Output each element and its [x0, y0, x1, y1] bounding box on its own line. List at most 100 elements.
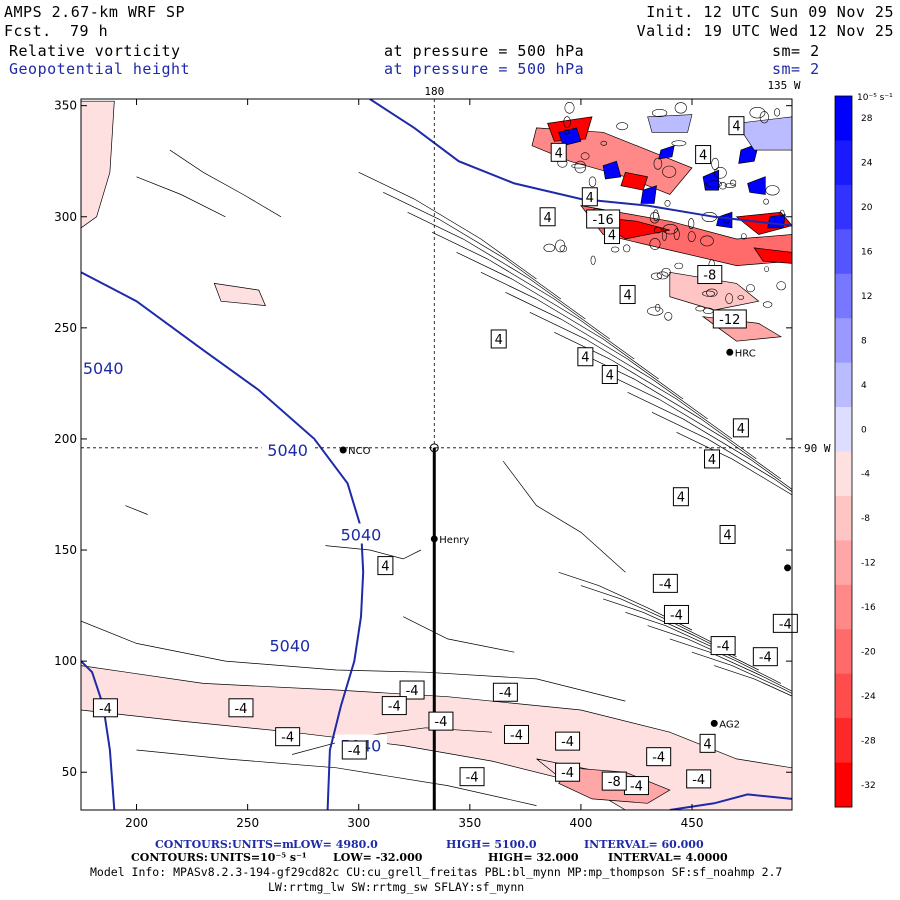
vorticity-contour-label: -4	[434, 715, 447, 730]
vorticity-contour-label: -4	[466, 771, 479, 786]
vorticity-contour	[674, 102, 687, 114]
vorticity-contour-label: -4	[670, 608, 683, 623]
vorticity-contour	[169, 149, 282, 218]
height-contour-label: 5040	[341, 525, 382, 544]
colorbar-tick-label: 8	[861, 336, 867, 346]
colorbar-tick-label: 0	[861, 425, 867, 435]
vorticity-contour	[456, 251, 635, 360]
vorticity-contour	[529, 311, 708, 420]
colorbar-segment	[835, 229, 852, 275]
vorticity-contour	[136, 749, 537, 806]
vorticity-contour-label: -4	[99, 702, 112, 717]
vorticity-contour-label: -4	[499, 686, 512, 701]
colorbar-segment	[835, 140, 852, 186]
vorticity-contour	[563, 129, 570, 135]
vorticity-label-box	[92, 698, 118, 718]
vorticity-contour	[661, 267, 671, 277]
vorticity-contour-label: 4	[606, 369, 614, 384]
vorticity-contour	[673, 228, 680, 241]
colorbar-tick-label: 16	[861, 248, 873, 258]
field1-smoothing: sm= 2	[772, 42, 820, 60]
vorticity-label-box	[686, 769, 712, 789]
vorticity-contour-label: -4	[510, 728, 523, 743]
colorbar-segment	[835, 584, 852, 630]
footer-height-low: LOW= 4980.0	[293, 838, 378, 851]
vorticity-contour	[580, 585, 715, 644]
vorticity-contour	[774, 108, 781, 117]
vorticity-contour	[687, 231, 696, 242]
vorticity-storm-negative	[669, 271, 760, 311]
vorticity-contour-label: -16	[593, 213, 614, 228]
vorticity-label-box	[492, 682, 518, 702]
y-tick-label: 350	[54, 99, 77, 113]
vorticity-label-box	[601, 771, 627, 791]
vorticity-contour	[676, 431, 792, 496]
vorticity-contour	[765, 185, 780, 196]
station-label: Henry	[439, 535, 469, 546]
colorbar-segment	[835, 96, 852, 141]
vorticity-contour	[664, 200, 671, 207]
x-tick-label: 200	[125, 816, 148, 830]
vorticity-negative-band	[213, 282, 266, 307]
vorticity-contour	[671, 140, 687, 147]
colorbar-tick-label: 24	[861, 159, 873, 169]
station-label: HRC	[735, 348, 756, 359]
meridian-label-180: 180	[424, 85, 444, 98]
vorticity-contour-label: -4	[348, 744, 361, 759]
vorticity-contour	[718, 182, 727, 190]
y-tick-label: 100	[54, 654, 77, 668]
vorticity-contour	[656, 271, 669, 280]
footer-height-units: UNITS=m	[232, 838, 294, 851]
vorticity-positive-band	[735, 116, 792, 151]
footer-vort-high: HIGH= 32.000	[488, 851, 579, 864]
height-contour-5040	[369, 99, 792, 227]
height-contour-label: 5040	[83, 359, 124, 378]
footer-vort-interval: INTERVAL= 4.0000	[608, 851, 728, 864]
vorticity-contour-label: 4	[732, 120, 740, 135]
vorticity-contour	[543, 243, 556, 252]
vorticity-contour	[776, 281, 787, 291]
vorticity-contour-label: 4	[608, 229, 616, 244]
vorticity-label-box	[728, 116, 745, 136]
vorticity-contour	[590, 255, 596, 265]
footer-height-interval: INTERVAL= 60.000	[584, 838, 704, 851]
y-tick-label: 200	[54, 432, 77, 446]
vorticity-contour	[564, 102, 575, 114]
x-tick-label: 250	[236, 816, 259, 830]
vorticity-contour	[763, 198, 769, 205]
vorticity-contour	[653, 209, 659, 222]
vorticity-contour	[625, 611, 759, 671]
colorbar-segment	[835, 318, 852, 364]
vorticity-label-box	[341, 740, 367, 760]
vorticity-contour	[588, 176, 597, 188]
vorticity-contour	[691, 651, 792, 694]
vorticity-contour	[653, 227, 662, 234]
vorticity-contour-label: -4	[234, 702, 247, 717]
vorticity-contour-label: 4	[581, 351, 589, 366]
vorticity-contour	[505, 291, 684, 400]
vorticity-contour-label: 4	[586, 191, 594, 206]
vorticity-label-box	[377, 556, 394, 576]
vorticity-label-box	[710, 636, 736, 656]
vorticity-contour	[383, 191, 562, 300]
vorticity-label-box	[719, 524, 736, 544]
vorticity-contour	[649, 212, 660, 224]
vorticity-storm-positive	[658, 145, 675, 160]
vorticity-contour	[764, 266, 769, 272]
vorticity-label-box	[646, 747, 672, 767]
vorticity-label-box	[652, 573, 678, 593]
vorticity-contour	[610, 246, 620, 253]
vorticity-contour	[651, 109, 668, 118]
vorticity-storm-positive	[640, 185, 657, 204]
vorticity-contour	[292, 727, 493, 755]
vorticity-contour-label: 4	[703, 737, 711, 752]
vorticity-label-box	[663, 604, 689, 624]
vorticity-contour-label: -4	[779, 617, 792, 632]
vorticity-label-box	[581, 187, 598, 207]
height-label-bg	[261, 439, 314, 460]
vorticity-contour	[705, 180, 722, 188]
vorticity-storm-negative	[753, 247, 792, 264]
vorticity-label-box	[428, 711, 454, 731]
valid-time: Valid: 19 UTC Wed 12 Nov 25	[636, 22, 894, 40]
vorticity-contour	[662, 165, 677, 178]
